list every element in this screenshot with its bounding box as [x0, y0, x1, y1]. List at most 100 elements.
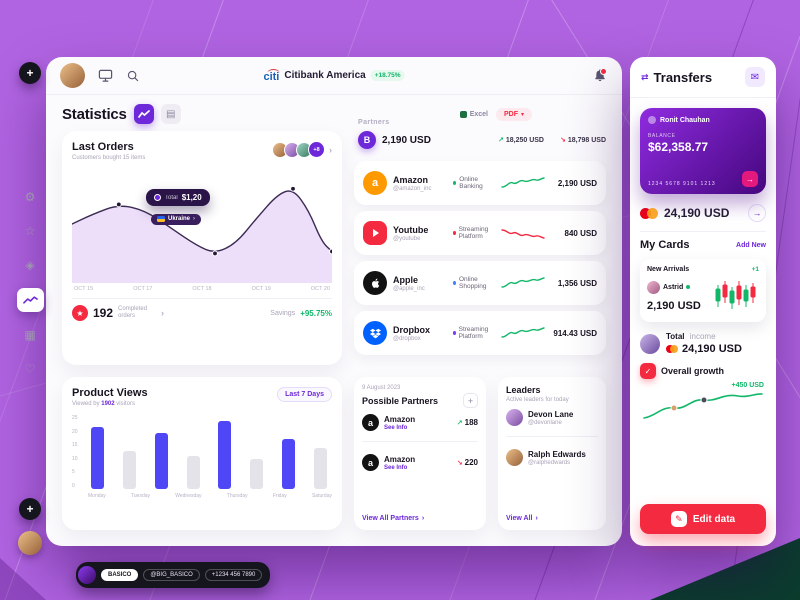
bank-name: Citibank America — [284, 70, 366, 81]
bank-growth-badge: +18.75% — [370, 70, 405, 81]
profile-avatar[interactable] — [60, 63, 85, 88]
bank-selector[interactable]: citi Citibank America +18.75% — [263, 68, 405, 83]
chevron-right-icon: › — [193, 216, 196, 222]
x-tick: Tuesday — [131, 493, 151, 499]
transfer-amount: 24,190 USD — [664, 206, 730, 220]
partner-row-apple[interactable]: Apple @apple_inc Online Shopping 1,356 U… — [354, 261, 606, 305]
x-tick: Thursday — [226, 493, 248, 499]
orders-xaxis: OCT 15 OCT 17 OCT 18 OCT 19 OCT 20 — [72, 286, 332, 292]
possible-partner-row[interactable]: a Amazon See Info ↘ 220 — [362, 448, 478, 475]
leader-handle: @ralphedwards — [528, 459, 571, 466]
featured-asset-row[interactable]: B 2,190 USD ↗ 18,250 USD ↘ 18,798 USD — [358, 131, 606, 149]
completed-count: 192 — [93, 306, 114, 320]
partner-name: Amazon — [384, 414, 416, 424]
partner-value: 914.43 USD — [553, 328, 597, 338]
statistics-header: Statistics ▤ Excel PDF ▾ — [62, 103, 606, 125]
avatar — [640, 333, 660, 354]
orders-icon[interactable]: ◈ — [18, 254, 42, 276]
export-pdf-button[interactable]: PDF ▾ — [495, 107, 532, 121]
divider — [362, 441, 478, 442]
user-avatar[interactable] — [18, 531, 42, 555]
see-info-link[interactable]: See Info — [384, 424, 408, 431]
stat-high: ↗ 18,250 USD — [497, 136, 544, 145]
stat-low: ↘ 18,798 USD — [559, 136, 606, 145]
partner-name: Youtube — [393, 224, 429, 235]
trend-sparkline — [501, 277, 545, 288]
x-tick: Friday — [272, 493, 287, 499]
up-arrow-icon: ↗ — [497, 137, 504, 144]
partner-row-dropbox[interactable]: Dropbox @dropbox Streaming Platform 914.… — [354, 311, 606, 355]
card-date: 9 August 2023 — [362, 385, 401, 391]
partner-stat: 188 — [464, 418, 478, 427]
see-info-link[interactable]: See Info — [384, 464, 408, 471]
card-holder: Ronit Chauhan — [660, 116, 710, 124]
leader-row[interactable]: Ralph Edwards @ralphedwards — [506, 443, 598, 470]
balance-label: BALANCE — [648, 133, 676, 139]
youtube-icon — [363, 221, 387, 245]
edit-data-button[interactable]: ✎ Edit data — [640, 504, 766, 534]
export-excel-button[interactable]: Excel — [459, 110, 488, 118]
search-icon[interactable] — [125, 68, 141, 84]
my-cards-header: My Cards Add New — [640, 239, 766, 251]
leader-row[interactable]: Devon Lane @devonlane — [506, 403, 598, 430]
chart-tooltip: Total $1,20 Ukraine › — [146, 189, 210, 225]
bar — [313, 447, 327, 489]
add-new-card-link[interactable]: Add New — [736, 241, 766, 249]
partner-value: 1,356 USD — [557, 278, 597, 288]
trend-sparkline — [501, 229, 545, 239]
range-button[interactable]: Last 7 Days — [277, 387, 332, 402]
mastercard-icon — [640, 207, 658, 219]
last-orders-card: Last Orders Customers bought 15 items +8… — [62, 131, 342, 365]
transfers-panel: ⇄ Transfers ✉ Ronit Chauhan BALANCE $62,… — [630, 57, 776, 546]
support-icon[interactable]: ♡ — [18, 358, 42, 380]
partner-name: Amazon — [384, 454, 416, 464]
new-arrivals-card: New Arrivals +1 Astrid 2,190 USD — [640, 259, 766, 322]
corner-decoration — [650, 538, 800, 600]
favorites-icon[interactable]: ☆ — [18, 220, 42, 242]
profile-pill: BASICO @BIG_BASICO +1234 456 7890 — [76, 562, 271, 588]
trend-sparkline — [501, 327, 545, 338]
leader-name: Devon Lane — [528, 409, 574, 419]
chart-view-button[interactable] — [133, 104, 154, 124]
credit-card[interactable]: Ronit Chauhan BALANCE $62,358.77 1234 56… — [640, 108, 766, 194]
send-transfer-button[interactable]: → — [748, 204, 766, 222]
partner-row-amazon[interactable]: a Amazon @amazon_inc Online Banking 2,19… — [354, 161, 606, 205]
card-balance: $62,358.77 — [648, 140, 709, 154]
card-action-button[interactable]: → — [742, 171, 758, 187]
possible-partners-card: 9 August 2023 Possible Partners + a Amaz… — [354, 377, 486, 530]
bar — [154, 432, 168, 489]
view-all-partners-link[interactable]: View All Partners › — [362, 515, 425, 522]
bar — [122, 450, 136, 489]
add-button[interactable]: + — [19, 62, 41, 84]
mail-icon[interactable]: ✉ — [745, 67, 765, 87]
list-view-button[interactable]: ▤ — [160, 104, 181, 124]
product-views-chart: 25 20 15 10 5 0 — [72, 415, 332, 489]
card-title: Last Orders — [72, 141, 134, 153]
partner-row-youtube[interactable]: Youtube @youtube Streaming Platform 840 … — [354, 211, 606, 255]
card-subtitle: Customers bought 15 items — [72, 155, 146, 161]
x-tick: OCT 17 — [133, 286, 153, 292]
add-partner-button[interactable]: + — [463, 393, 478, 408]
chevron-right-icon[interactable]: › — [161, 308, 165, 318]
view-all-leaders-link[interactable]: View All › — [506, 515, 538, 522]
y-tick: 10 — [72, 455, 78, 462]
analytics-icon[interactable] — [16, 288, 44, 312]
display-icon[interactable] — [97, 68, 113, 84]
citi-logo: citi — [263, 68, 280, 83]
possible-partner-row[interactable]: a Amazon See Info ↗ 188 — [362, 408, 478, 435]
growth-title: Overall growth — [661, 366, 725, 376]
card-subtitle: Active leaders for today — [506, 397, 569, 403]
dashboard-window: citi Citibank America +18.75% Statistics… — [46, 57, 622, 546]
rewards-icon[interactable]: ▦ — [18, 324, 42, 346]
add-button-bottom[interactable]: + — [19, 498, 41, 520]
person-name: Astrid — [663, 283, 684, 291]
settings-icon[interactable]: ⚙ — [18, 186, 42, 208]
product-views-card: Product Views Viewed by 1902 visitors La… — [62, 377, 342, 530]
y-tick: 15 — [72, 442, 78, 449]
notifications-icon[interactable] — [592, 67, 608, 84]
country-name: Ukraine — [168, 216, 191, 222]
growth-icon: ✓ — [640, 363, 656, 379]
customer-avatars[interactable]: +8 › — [272, 141, 332, 158]
tooltip-label: Total — [165, 194, 178, 201]
partner-list: a Amazon @amazon_inc Online Banking 2,19… — [354, 161, 606, 355]
